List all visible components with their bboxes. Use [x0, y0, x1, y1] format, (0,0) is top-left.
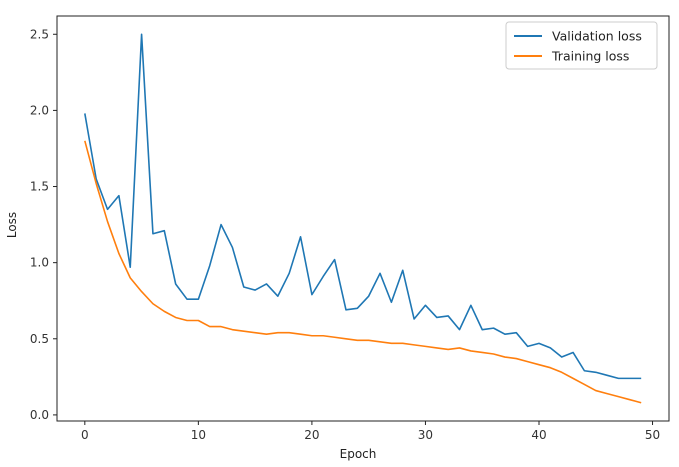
x-tick-label: 10	[191, 428, 206, 442]
series-line-validation	[84, 33, 642, 380]
plot-area	[56, 15, 670, 422]
y-tick-label: 2.5	[30, 27, 49, 41]
x-axis: 0 10 20 30 40 50	[81, 421, 660, 442]
x-axis-label: Epoch	[340, 447, 377, 461]
y-tick-label: 0.0	[30, 408, 49, 422]
y-axis-label: Loss	[5, 212, 19, 238]
plot-frame	[56, 15, 670, 422]
series-line-training	[84, 140, 642, 404]
x-tick-label: 20	[304, 428, 319, 442]
y-axis: 0.0 0.5 1.0 1.5 2.0 2.5	[30, 27, 57, 422]
y-tick-label: 0.5	[30, 332, 49, 346]
x-tick-label: 0	[81, 428, 89, 442]
legend-label-validation: Validation loss	[552, 29, 642, 44]
legend-label-training: Training loss	[551, 49, 629, 64]
x-tick-label: 30	[418, 428, 433, 442]
y-tick-label: 1.0	[30, 256, 49, 270]
legend: Validation loss Training loss	[505, 21, 658, 70]
x-tick-label: 40	[531, 428, 546, 442]
y-tick-label: 1.5	[30, 180, 49, 194]
x-tick-label: 50	[645, 428, 660, 442]
legend-box	[505, 21, 658, 70]
y-tick-label: 2.0	[30, 103, 49, 117]
